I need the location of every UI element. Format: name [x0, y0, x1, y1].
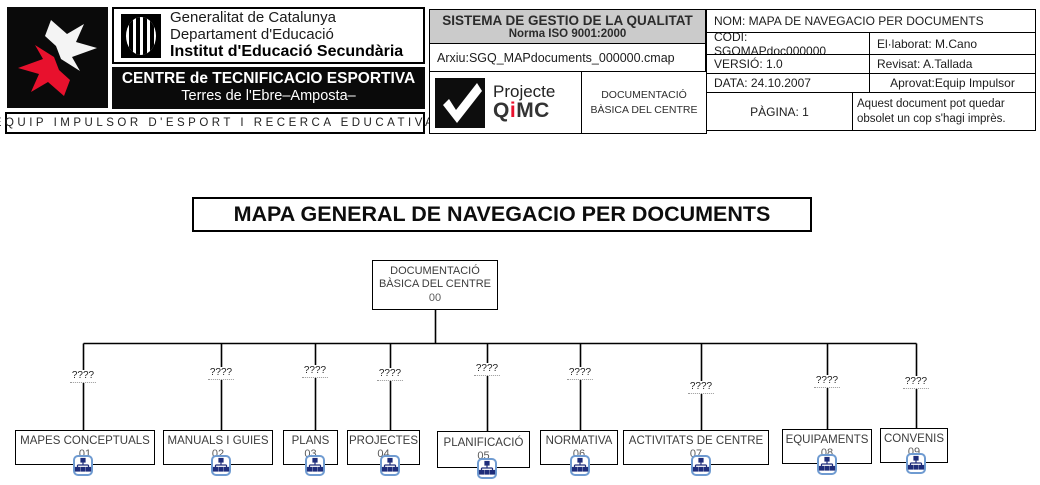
node-label: PLANS — [291, 434, 330, 447]
obsolete-note-cell: Aquest document pot quedar obsolet un co… — [852, 92, 1036, 131]
quality-system-title: SISTEMA DE GESTIO DE LA QUALITAT — [442, 13, 693, 28]
centre-name: CENTRE de TECNIFICACIO ESPORTIVA — [121, 70, 416, 87]
node-label: PROJECTES — [348, 434, 418, 447]
submap-icon-04[interactable] — [380, 455, 400, 476]
link-label-01[interactable]: ???? — [69, 370, 97, 383]
node-label: MANUALS I GUIES — [167, 434, 269, 447]
link-label-09[interactable]: ???? — [902, 376, 930, 389]
node-equipaments[interactable]: EQUIPAMENTS 08 — [782, 429, 872, 464]
submap-icon-07[interactable] — [691, 455, 711, 476]
submap-icon-03[interactable] — [305, 455, 325, 476]
submap-icon-08[interactable] — [817, 454, 837, 475]
submap-icon-02[interactable] — [211, 455, 231, 476]
qimc-label: QiMC — [493, 100, 555, 122]
school-logo — [7, 7, 108, 108]
qimc-logo-cell: Projecte QiMC — [429, 71, 582, 134]
node-label: MAPES CONCEPTUALS — [20, 434, 150, 447]
submap-icon-06[interactable] — [570, 455, 590, 476]
qimc-mc: MC — [516, 99, 550, 123]
submap-icon-01[interactable] — [73, 455, 93, 476]
link-label-03[interactable]: ???? — [301, 365, 329, 378]
node-activitats-de-centre[interactable]: ACTIVITATS DE CENTRE 07 — [623, 430, 769, 465]
quality-system-header: SISTEMA DE GESTIO DE LA QUALITAT Norma I… — [429, 9, 706, 44]
link-label-08[interactable]: ???? — [813, 375, 841, 388]
equip-impulsor-bar: EQUIP IMPULSOR D'ESPORT I RECERCA EDUCAT… — [0, 112, 433, 134]
doc-type-line1: DOCUMENTACIÓ — [601, 89, 687, 102]
checkmark-icon — [435, 77, 485, 128]
data-cell: DATA: 24.10.2007 — [706, 73, 870, 93]
centre-location: Terres de l'Ebre–Amposta– — [181, 88, 356, 104]
generalitat-header: Generalitat de Catalunya Departament d'E… — [112, 7, 425, 64]
qimc-i: i — [509, 99, 517, 123]
link-label-06[interactable]: ???? — [566, 367, 594, 380]
link-label-04[interactable]: ???? — [376, 368, 404, 381]
root-node-code: 00 — [428, 292, 442, 305]
elaborat-cell: El·laborat: M.Cano — [869, 32, 1036, 55]
link-label-07[interactable]: ???? — [687, 381, 715, 394]
org-institute: Institut d'Educació Secundària — [170, 43, 404, 61]
link-label-05[interactable]: ???? — [473, 363, 501, 376]
doc-type-line2: BÀSICA DEL CENTRE — [590, 103, 698, 116]
node-label: ACTIVITATS DE CENTRE — [628, 434, 764, 447]
aprovat-cell: Aprovat:Equip Impulsor — [869, 73, 1036, 93]
pagina-cell: PÀGINA: 1 — [706, 92, 853, 131]
nom-cell: NOM: MAPA DE NAVEGACIO PER DOCUMENTS — [706, 9, 1036, 33]
node-label: NORMATIVA — [545, 434, 613, 447]
node-label: PLANIFICACIÓ — [443, 436, 524, 449]
doc-type-cell: DOCUMENTACIÓ BÀSICA DEL CENTRE — [581, 71, 707, 134]
node-convenis[interactable]: CONVENIS 09 — [880, 428, 948, 463]
senyera-emblem-icon — [121, 13, 161, 58]
quality-system-norm: Norma ISO 9001:2000 — [508, 28, 627, 40]
submap-icon-09[interactable] — [906, 453, 926, 474]
root-node[interactable]: DOCUMENTACIÓ BÀSICA DEL CENTRE 00 — [372, 260, 498, 310]
projecte-label: Projecte — [493, 81, 556, 101]
org-department: Departament d'Educació — [170, 25, 334, 43]
arxiu-cell: Arxiu:SGQ_MAPdocuments_000000.cmap — [429, 43, 706, 72]
centre-banner: CENTRE de TECNIFICACIO ESPORTIVA Terres … — [112, 67, 425, 109]
root-node-line1: DOCUMENTACIÓ — [390, 264, 480, 277]
org-name: Generalitat de Catalunya — [170, 8, 336, 26]
versio-cell: VERSIÓ: 1.0 — [706, 54, 870, 74]
root-node-line2: BÀSICA DEL CENTRE — [378, 278, 492, 291]
abstract-mark-icon — [7, 7, 108, 108]
submap-icon-05[interactable] — [477, 458, 497, 479]
link-label-02[interactable]: ???? — [207, 367, 235, 380]
node-label: CONVENIS — [883, 432, 945, 445]
page-title: MAPA GENERAL DE NAVEGACIO PER DOCUMENTS — [192, 197, 812, 232]
node-label: EQUIPAMENTS — [785, 433, 869, 446]
qimc-q: Q — [493, 99, 510, 123]
revisat-cell: Revisat: A.Tallada — [869, 54, 1036, 74]
